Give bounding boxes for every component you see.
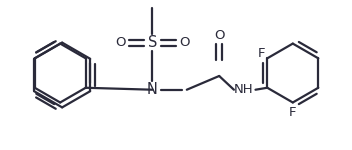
Text: O: O <box>214 29 225 42</box>
Text: F: F <box>289 106 296 119</box>
Text: F: F <box>258 47 265 60</box>
Text: O: O <box>115 36 125 49</box>
Text: NH: NH <box>234 83 253 96</box>
Text: S: S <box>148 35 157 50</box>
Text: O: O <box>180 36 190 49</box>
Text: N: N <box>147 82 158 97</box>
